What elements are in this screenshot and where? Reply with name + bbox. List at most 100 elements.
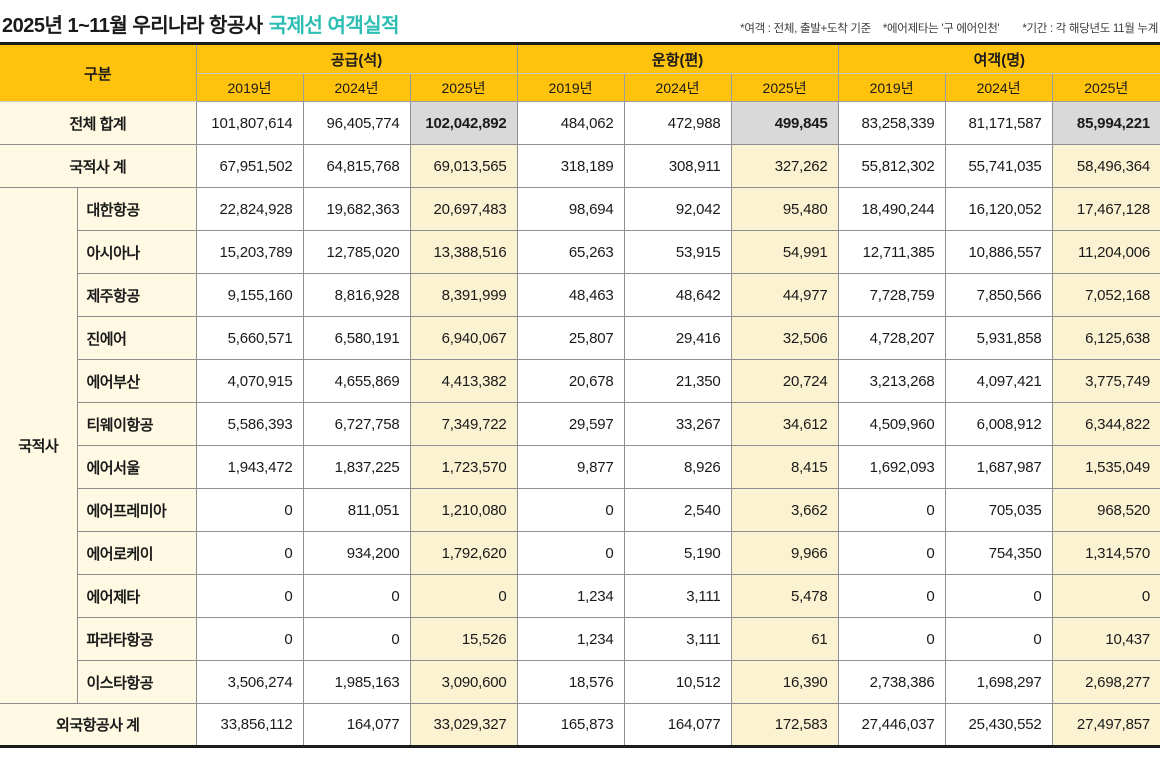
value-cell: 33,267 (623, 402, 732, 446)
row-label: 에어제타 (76, 574, 197, 618)
value-cell: 81,171,587 (944, 101, 1053, 145)
value-cell: 4,097,421 (944, 359, 1053, 403)
header-group-row: 구분 공급(석) 운항(편) 여객(명) (0, 43, 1160, 102)
value-cell: 18,490,244 (837, 187, 946, 231)
header-group-supply: 공급(석) (195, 43, 518, 74)
header-year: 2024년 (944, 73, 1053, 102)
value-cell: 499,845 (730, 101, 839, 145)
value-cell: 2,698,277 (1051, 660, 1160, 704)
table-row: 아시아나 15,203,789 12,785,020 13,388,516 65,263… (0, 230, 1160, 274)
value-cell: 6,727,758 (302, 402, 411, 446)
value-cell: 0 (516, 488, 625, 532)
value-cell: 0 (837, 488, 946, 532)
row-label: 이스타항공 (76, 660, 197, 704)
value-cell: 18,576 (516, 660, 625, 704)
row-label: 에어부산 (76, 359, 197, 403)
value-cell: 5,586,393 (195, 402, 304, 446)
value-cell: 48,463 (516, 273, 625, 317)
header-year: 2019년 (195, 73, 304, 102)
value-cell: 8,926 (623, 445, 732, 489)
value-cell: 4,413,382 (409, 359, 518, 403)
value-cell: 705,035 (944, 488, 1053, 532)
table-row: 티웨이항공 5,586,393 6,727,758 7,349,722 29,597 33… (0, 402, 1160, 446)
value-cell: 3,111 (623, 574, 732, 618)
value-cell: 1,943,472 (195, 445, 304, 489)
value-cell: 33,856,112 (195, 703, 304, 747)
value-cell: 8,415 (730, 445, 839, 489)
value-cell: 0 (837, 531, 946, 575)
value-cell: 29,597 (516, 402, 625, 446)
value-cell: 472,988 (623, 101, 732, 145)
value-cell: 164,077 (623, 703, 732, 747)
row-label: 전체 합계 (0, 101, 197, 145)
value-cell: 54,991 (730, 230, 839, 274)
value-cell: 25,807 (516, 316, 625, 360)
value-cell: 3,213,268 (837, 359, 946, 403)
value-cell: 1,314,570 (1051, 531, 1160, 575)
row-label: 국적사 계 (0, 144, 197, 188)
row-label: 대한항공 (76, 187, 197, 231)
value-cell: 33,029,327 (409, 703, 518, 747)
value-cell: 58,496,364 (1051, 144, 1160, 188)
table-row: 제주항공 9,155,160 8,816,928 8,391,999 48,463 48,… (0, 273, 1160, 317)
footnote-airjeta: *에어제타는 '구 에어인천' (882, 23, 1000, 35)
value-cell: 3,775,749 (1051, 359, 1160, 403)
header-year: 2019년 (516, 73, 625, 102)
value-cell: 6,008,912 (944, 402, 1053, 446)
table-row: 에어서울 1,943,472 1,837,225 1,723,570 9,877 8,92… (0, 445, 1160, 489)
value-cell: 6,344,822 (1051, 402, 1160, 446)
value-cell: 32,506 (730, 316, 839, 360)
value-cell: 1,692,093 (837, 445, 946, 489)
value-cell: 13,388,516 (409, 230, 518, 274)
value-cell: 48,642 (623, 273, 732, 317)
value-cell: 44,977 (730, 273, 839, 317)
table-header: 구분 공급(석) 운항(편) 여객(명) 2019년 2024년 2025년 2… (0, 43, 1160, 102)
row-label: 티웨이항공 (76, 402, 197, 446)
value-cell: 27,497,857 (1051, 703, 1160, 747)
header-year: 2025년 (1051, 73, 1160, 102)
value-cell: 12,711,385 (837, 230, 946, 274)
value-cell: 16,390 (730, 660, 839, 704)
row-label: 진에어 (76, 316, 197, 360)
value-cell: 4,655,869 (302, 359, 411, 403)
value-cell: 8,391,999 (409, 273, 518, 317)
value-cell: 0 (1051, 574, 1160, 618)
value-cell: 16,120,052 (944, 187, 1053, 231)
value-cell: 1,687,987 (944, 445, 1053, 489)
value-cell: 0 (837, 617, 946, 661)
header-year: 2024년 (302, 73, 411, 102)
value-cell: 0 (195, 574, 304, 618)
value-cell: 5,660,571 (195, 316, 304, 360)
value-cell: 934,200 (302, 531, 411, 575)
value-cell: 21,350 (623, 359, 732, 403)
value-cell: 29,416 (623, 316, 732, 360)
airline-group-label: 국적사 (0, 187, 78, 704)
value-cell: 5,190 (623, 531, 732, 575)
value-cell: 10,512 (623, 660, 732, 704)
table-row: 국적사 대한항공 22,824,928 19,682,363 20,697,483 98,… (0, 187, 1160, 704)
page-title: 2025년 1~11월 우리나라 항공사 국제선 여객실적 (2, 9, 400, 38)
value-cell: 1,985,163 (302, 660, 411, 704)
row-label: 아시아나 (76, 230, 197, 274)
value-cell: 968,520 (1051, 488, 1160, 532)
value-cell: 96,405,774 (302, 101, 411, 145)
value-cell: 17,467,128 (1051, 187, 1160, 231)
value-cell: 101,807,614 (195, 101, 304, 145)
value-cell: 164,077 (302, 703, 411, 747)
header-year: 2025년 (409, 73, 518, 102)
value-cell: 25,430,552 (944, 703, 1053, 747)
table-body: 전체 합계 101,807,614 96,405,774 102,042,892 484… (0, 101, 1160, 747)
value-cell: 0 (837, 574, 946, 618)
value-cell: 811,051 (302, 488, 411, 532)
footnote-passenger-basis: *여객 : 전체, 출발+도착 기준 (740, 23, 871, 35)
table-row: 국적사 계 67,951,502 64,815,768 69,013,565 318,1… (0, 144, 1160, 188)
value-cell: 2,540 (623, 488, 732, 532)
row-label: 에어로케이 (76, 531, 197, 575)
value-cell: 64,815,768 (302, 144, 411, 188)
value-cell: 9,966 (730, 531, 839, 575)
table-row: 에어부산 4,070,915 4,655,869 4,413,382 20,678 21,… (0, 359, 1160, 403)
value-cell: 19,682,363 (302, 187, 411, 231)
row-label: 외국항공사 계 (0, 703, 197, 747)
header-group-flights: 운항(편) (516, 43, 839, 74)
